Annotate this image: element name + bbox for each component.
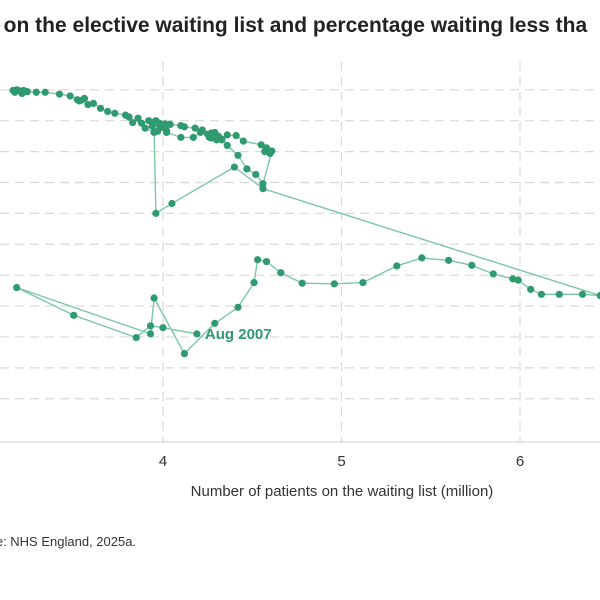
x-axis-label: Number of patients on the waiting list (… [190,483,494,500]
data-point [146,322,155,330]
data-point [146,330,155,338]
data-point [250,278,258,287]
data-point [162,128,171,137]
data-point [132,333,140,342]
data-point [555,290,563,298]
data-point [32,88,40,96]
data-point [254,256,262,264]
x-tick-labels: 4 5 6 [159,453,524,470]
data-point [489,270,497,278]
data-point [514,276,522,284]
data-point [189,133,197,141]
data-point [161,120,169,128]
data-point [198,126,206,134]
data-point [159,324,167,332]
data-point [207,129,215,137]
annotation-label: Aug 2007 [205,326,272,343]
data-point [268,147,276,155]
grid-layer [0,62,600,443]
data-point [70,311,78,319]
x-tick-label: 5 [337,453,345,470]
data-point [191,124,199,132]
data-point [168,199,176,208]
data-point [152,209,160,217]
data-point [141,124,149,132]
data-point [232,131,240,140]
data-point [177,122,185,130]
data-point [527,285,535,293]
chart-title: rs on the elective waiting list and perc… [0,14,588,37]
data-point [445,256,453,264]
data-point [145,117,153,125]
data-point [596,291,600,300]
data-point [129,118,137,127]
data-points [9,86,600,358]
x-tick-label: 6 [516,453,524,470]
data-point [359,278,367,287]
data-point [13,283,21,292]
data-point [418,254,426,262]
data-point [177,133,185,141]
data-point [243,165,251,173]
data-point [393,262,401,270]
data-point [55,90,64,98]
data-point [468,261,476,269]
data-point [230,163,238,171]
data-point [578,290,587,298]
data-point [211,319,219,327]
data-point [262,257,271,266]
data-point [234,303,242,311]
annotations: Aug 2007 [205,326,272,343]
data-point [223,131,231,139]
data-point [104,107,112,116]
data-point [257,141,265,149]
data-point [537,290,546,298]
data-point [9,86,17,95]
data-point [223,141,231,150]
data-point [239,137,247,145]
data-point [66,92,74,100]
data-point [180,350,189,358]
data-point [154,127,162,135]
data-point [277,269,285,277]
data-point [259,185,267,193]
data-point [111,109,119,117]
x-tick-label: 4 [159,453,167,470]
data-point [96,104,105,112]
data-point [166,120,174,129]
data-point [259,180,267,188]
data-point [137,119,146,127]
data-point [193,330,201,338]
data-point [252,170,260,179]
connector-line-layer [12,89,600,355]
data-point [84,101,92,109]
data-point [262,144,271,152]
data-point [298,279,306,287]
data-point [80,94,89,103]
data-point [134,114,142,122]
source-note: rce: NHS England, 2025a. [0,534,137,549]
data-point [330,280,338,288]
data-point [234,151,242,159]
data-point [73,96,81,104]
data-point [121,111,130,119]
series-line [12,89,600,355]
data-point [41,88,49,96]
data-point [212,136,221,144]
data-point [150,294,158,302]
